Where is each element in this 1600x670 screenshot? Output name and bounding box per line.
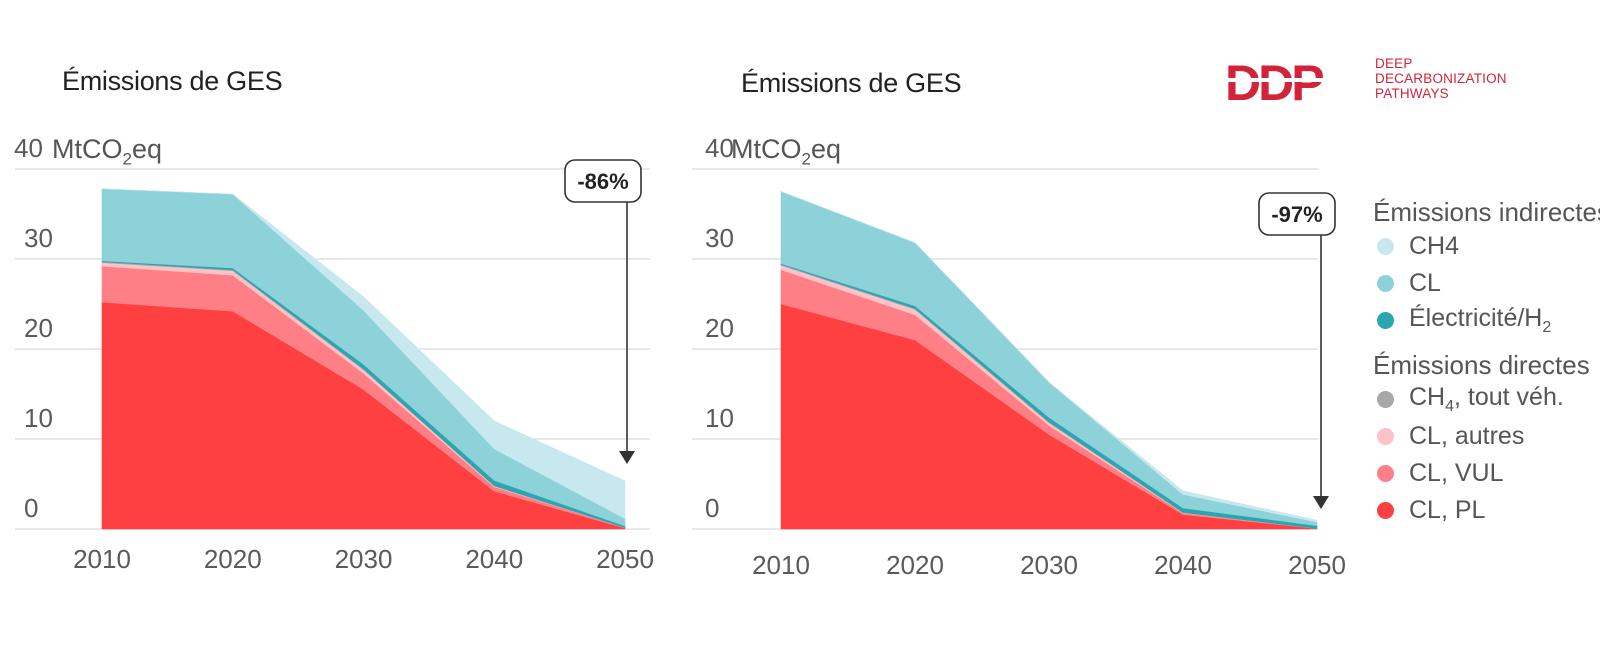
chart-2-y-tick: 20 — [705, 313, 734, 343]
legend-label-ind-elec: Électricité/H2 — [1409, 304, 1552, 336]
ddp-logo: DDP — [1225, 56, 1365, 106]
chart-1-x-tick: 2030 — [335, 544, 393, 574]
legend-dot-ind-elec — [1377, 312, 1394, 329]
legend-label-ind-ch4: CH4 — [1409, 232, 1460, 260]
chart-2-y-tick: 10 — [705, 403, 734, 433]
chart-1-y-tick: 0 — [24, 493, 38, 523]
legend-item-ind-cl: CL — [1373, 265, 1598, 302]
legend: Émissions indirectes CH4 CL Électricité/… — [1373, 196, 1600, 529]
legend-dot-dir-cl-pl — [1377, 502, 1394, 519]
legend-dot-ind-ch4 — [1377, 238, 1394, 255]
chart-2-x-tick: 2020 — [886, 550, 944, 580]
chart-1-y-tick: 30 — [24, 223, 53, 253]
chart-1-unit: MtCO2eq — [52, 134, 163, 169]
chart-2-callout-box — [1258, 192, 1336, 236]
legend-dot-dir-ch4 — [1377, 391, 1394, 408]
chart-2-x-tick: 2040 — [1154, 550, 1212, 580]
chart-2-y-tick-top: 40 — [705, 133, 734, 163]
chart-2-title: Émissions de GES — [741, 68, 962, 98]
legend-group-indirect: Émissions indirectes CH4 CL Électricité/… — [1373, 196, 1600, 339]
chart-1-callout-box — [564, 159, 642, 203]
legend-item-dir-cl-vul: CL, VUL — [1373, 455, 1598, 492]
chart-2-x-tick: 2010 — [752, 550, 810, 580]
legend-group-direct: Émissions directes CH4, tout véh. CL, au… — [1373, 349, 1598, 529]
chart-1-x-tick: 2050 — [596, 544, 654, 574]
chart-1-y-tick-top: 40 — [14, 133, 43, 163]
legend-title-indirect: Émissions indirectes — [1373, 197, 1600, 227]
legend-dot-dir-cl-autres — [1377, 428, 1394, 445]
chart-1-area-ind_ch4 — [101, 188, 626, 520]
legend-item-dir-ch4: CH4, tout véh. — [1373, 381, 1598, 418]
chart-2-callout-arrow-head — [1313, 496, 1329, 509]
chart-1-callout-text: -86% — [577, 169, 628, 194]
chart-1-title: Émissions de GES — [62, 66, 283, 96]
legend-label-dir-ch4: CH4, tout véh. — [1409, 383, 1564, 415]
chart-1-x-tick: 2010 — [73, 544, 131, 574]
chart-2-x-tick: 2050 — [1288, 550, 1346, 580]
chart-2-x-tick: 2030 — [1020, 550, 1078, 580]
chart-1-x-tick: 2040 — [465, 544, 523, 574]
legend-item-dir-cl-pl: CL, PL — [1373, 492, 1598, 529]
chart-1-callout-arrow-head — [619, 451, 635, 464]
logo-text: DEEP DECARBONIZATION PATHWAYS — [1375, 56, 1507, 101]
legend-title-direct: Émissions directes — [1373, 350, 1590, 380]
legend-label-dir-cl-vul: CL, VUL — [1409, 459, 1504, 487]
legend-item-dir-cl-autres: CL, autres — [1373, 418, 1598, 455]
legend-label-dir-cl-autres: CL, autres — [1409, 422, 1525, 450]
chart-2-area-ind_ch4 — [780, 191, 1318, 523]
chart-1-y-tick: 20 — [24, 313, 53, 343]
legend-dot-dir-cl-vul — [1377, 465, 1394, 482]
legend-label-dir-cl-pl: CL, PL — [1409, 496, 1486, 524]
chart-1-x-tick: 2020 — [204, 544, 262, 574]
chart-2-callout-text: -97% — [1271, 202, 1322, 227]
logo-stripe — [1225, 78, 1365, 82]
legend-label-ind-cl: CL — [1409, 269, 1441, 297]
chart-2-unit: MtCO2eq — [731, 134, 842, 169]
chart-2-y-tick: 30 — [705, 223, 734, 253]
legend-item-ind-ch4: CH4 — [1373, 228, 1598, 265]
chart-2-y-tick: 0 — [705, 493, 719, 523]
legend-item-ind-elec: Électricité/H2 — [1373, 302, 1598, 339]
legend-dot-ind-cl — [1377, 275, 1394, 292]
chart-1-y-tick: 10 — [24, 403, 53, 433]
